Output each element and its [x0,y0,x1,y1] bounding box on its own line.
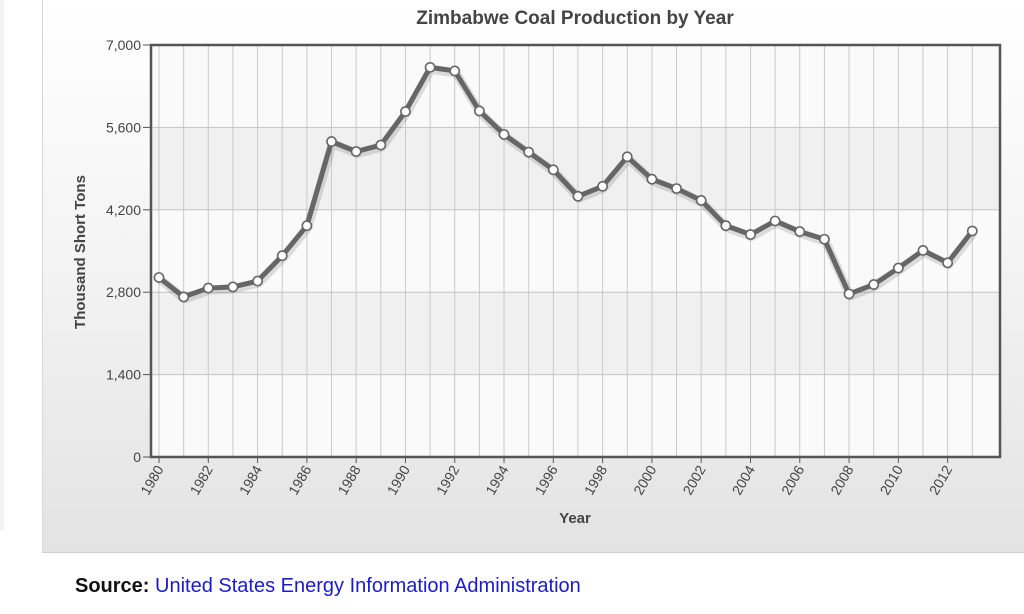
data-point [523,146,535,158]
data-point [400,106,411,117]
series-line [156,64,975,300]
x-tick-label: 2004 [729,462,759,497]
x-tick-label: 2008 [827,462,857,497]
data-point [202,282,214,294]
data-point [695,194,707,206]
data-point [671,183,682,195]
y-axis-ticks: 0 1,400 2,800 4,200 5,600 7,000 [106,37,151,465]
line-chart: Zimbabwe Coal Production by Year 0 1,400 2… [72,8,1002,527]
x-tick-label: 1992 [433,462,463,497]
x-tick-label: 1988 [334,462,364,497]
data-point [178,291,190,303]
x-tick-label: 1990 [384,462,414,497]
data-point [227,281,239,293]
x-tick-label: 1984 [236,462,266,497]
plot-border [149,43,1002,459]
data-point [794,226,806,237]
x-tick-label: 2006 [778,462,808,497]
y-tick-label: 0 [133,449,141,465]
data-point [449,65,461,77]
data-point [301,220,313,232]
data-point [769,215,781,227]
x-tick-label: 2002 [679,462,709,497]
y-tick-label: 1,400 [106,367,141,383]
data-point [473,105,485,117]
y-tick-label: 2,800 [106,284,141,300]
chart-title: Zimbabwe Coal Production by Year [416,8,734,29]
x-tick-label: 1998 [581,462,611,497]
data-point [326,136,337,147]
data-point [843,288,855,300]
x-axis-label: Year [559,510,591,527]
data-point [720,220,732,232]
data-point [868,279,880,290]
x-axis-ticks: 1980 1982 1984 1986 1988 1990 1992 1994 1996 1998… [137,457,955,497]
data-point [547,164,559,176]
data-point [424,61,436,73]
y-tick-label: 7,000 [106,37,141,53]
x-tick-label: 1986 [285,462,315,497]
data-point [153,272,165,283]
data-point [819,233,830,245]
x-tick-label: 2000 [630,462,660,497]
data-point [892,262,904,274]
y-tick-label: 5,600 [106,119,141,135]
data-point [646,173,658,185]
data-point [350,146,362,157]
data-point [572,190,584,202]
source-label: Source: [75,575,150,597]
x-tick-label: 2012 [926,462,956,497]
x-tick-label: 1994 [482,462,512,497]
data-point [917,245,929,256]
x-tick-label: 1980 [137,462,167,497]
x-tick-label: 2010 [877,462,907,497]
source-line: Source: United States Energy Information… [75,575,581,598]
data-point [966,225,978,237]
y-axis-label: Thousand Short Tons [72,175,89,329]
plot-area [151,45,1000,457]
x-tick-label: 1996 [531,462,561,497]
data-point [252,275,263,287]
data-point [621,151,633,163]
y-tick-label: 4,200 [106,202,141,218]
series-line-group [153,61,978,304]
grid-band [151,292,1000,375]
data-point [597,180,609,192]
x-tick-label: 1982 [186,462,216,497]
data-point [276,250,288,262]
data-point [745,229,756,240]
data-point [375,139,387,151]
grid-lines [151,44,1000,458]
page-edge-strip [0,0,4,530]
chart-panel: Zimbabwe Coal Production by Year 0 1,400 2… [42,0,1024,553]
data-point [942,257,954,269]
source-link[interactable]: United States Energy Information Adminis… [155,575,581,597]
data-point [498,129,510,140]
